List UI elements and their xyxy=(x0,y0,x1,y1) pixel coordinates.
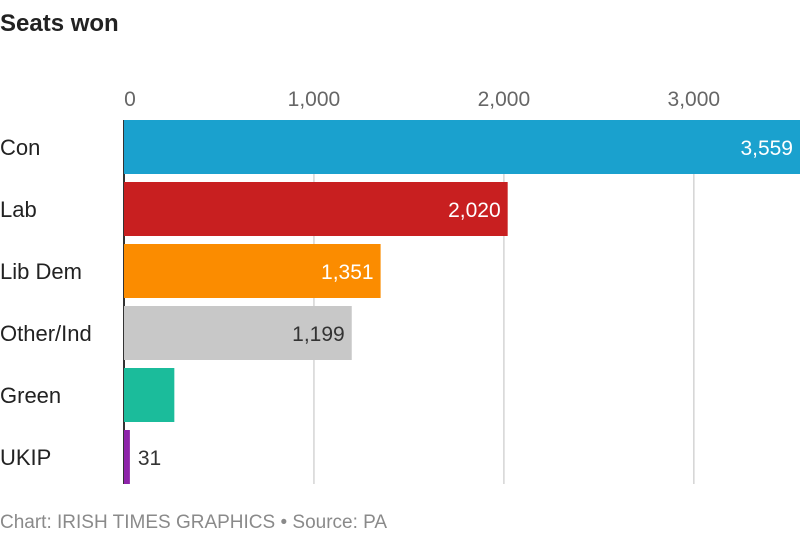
value-label: 31 xyxy=(138,447,161,470)
category-labels: Con Lab Lib Dem Other/Ind Green UKIP xyxy=(0,135,92,470)
category-label: Green xyxy=(0,383,61,408)
category-label: UKIP xyxy=(0,445,51,470)
bar-ukip xyxy=(124,430,130,484)
bar-con xyxy=(124,120,800,174)
category-label: Con xyxy=(0,135,40,160)
x-tick-label: 1,000 xyxy=(288,88,341,111)
value-labels: 3,559 2,020 1,351 1,199 265 31 xyxy=(138,137,793,470)
value-label: 1,199 xyxy=(292,323,345,346)
value-label: 2,020 xyxy=(448,199,501,222)
bar-lab xyxy=(124,182,508,236)
x-tick-label: 2,000 xyxy=(478,88,531,111)
x-tick-labels: 0 1,000 2,000 3,000 xyxy=(124,88,720,111)
category-label: Other/Ind xyxy=(0,321,92,346)
chart-credit: Chart: IRISH TIMES GRAPHICS • Source: PA xyxy=(0,512,388,533)
value-label: 265 xyxy=(182,385,217,408)
bars xyxy=(124,120,800,484)
value-label: 3,559 xyxy=(740,137,793,160)
bar-other-ind xyxy=(124,306,352,360)
bar-green xyxy=(124,368,175,422)
x-tick-label: 0 xyxy=(124,88,136,111)
category-label: Lib Dem xyxy=(0,259,82,284)
category-label: Lab xyxy=(0,197,37,222)
chart-title: Seats won xyxy=(0,10,119,37)
value-label: 1,351 xyxy=(321,261,374,284)
grid-lines xyxy=(123,120,695,484)
bar-lib-dem xyxy=(124,244,381,298)
x-tick-label: 3,000 xyxy=(668,88,721,111)
